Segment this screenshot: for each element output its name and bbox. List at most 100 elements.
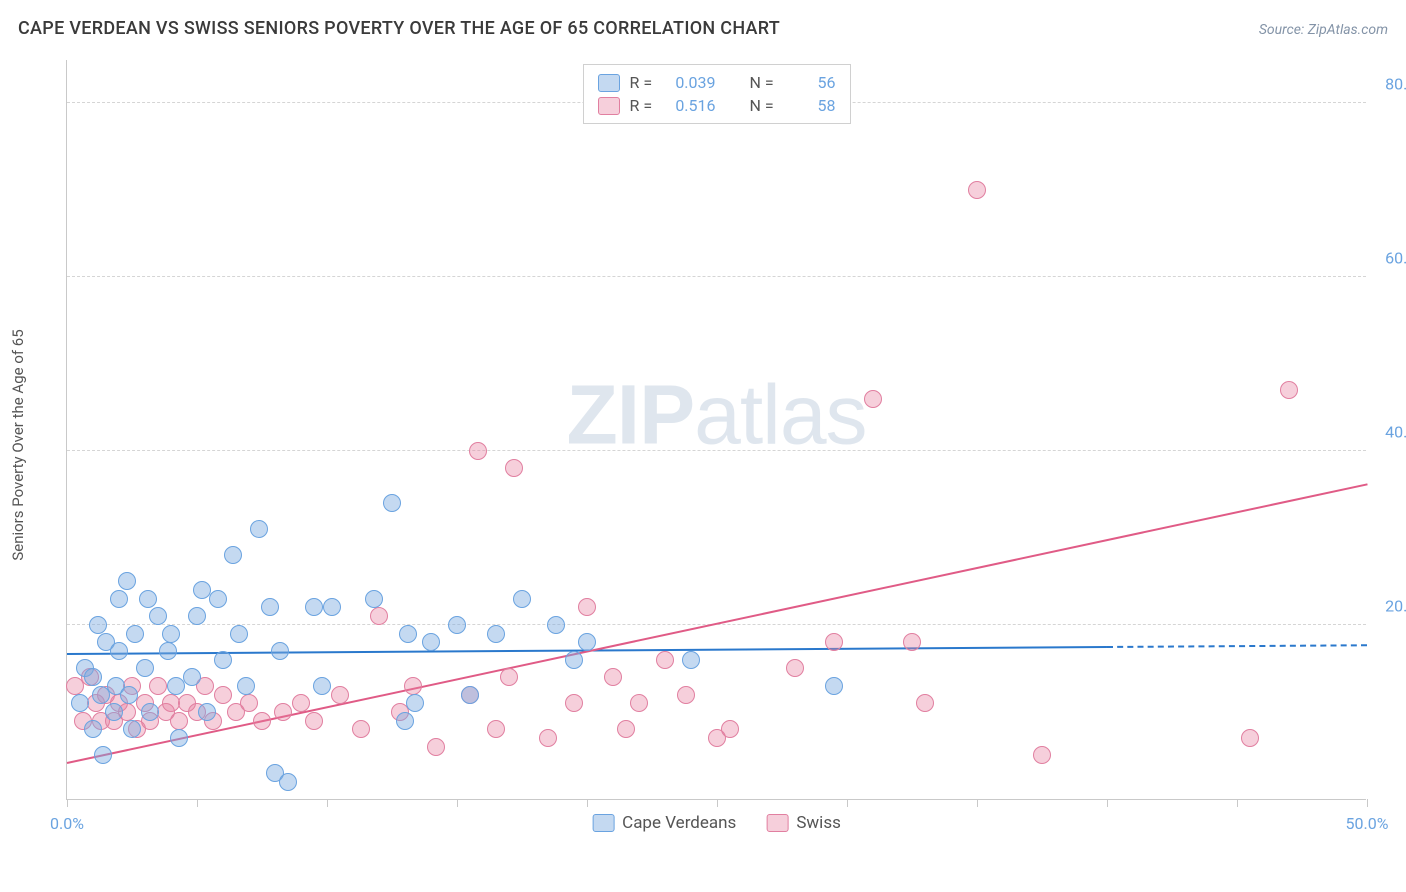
point-cape-verdean [547,616,565,634]
point-cape-verdean [159,642,177,660]
x-tick [1237,799,1238,807]
legend-r-value: 0.039 [666,73,716,92]
point-cape-verdean [399,625,417,643]
point-cape-verdean [682,651,700,669]
point-swiss [656,651,674,669]
point-swiss [903,633,921,651]
point-swiss [427,738,445,756]
legend-n-value: 56 [786,73,836,92]
legend-r-label: R = [630,96,656,115]
y-tick-label: 60.0% [1385,248,1406,267]
point-swiss [240,694,258,712]
point-cape-verdean [448,616,466,634]
point-cape-verdean [279,773,297,791]
point-cape-verdean [578,633,596,651]
legend-n-value: 58 [786,96,836,115]
point-swiss [469,442,487,460]
point-swiss [505,459,523,477]
point-cape-verdean [84,668,102,686]
y-tick-label: 80.0% [1385,74,1406,93]
watermark-zip: ZIP [566,367,694,461]
point-cape-verdean [183,668,201,686]
point-cape-verdean [198,703,216,721]
x-tick [587,799,588,807]
legend-series-label: Swiss [796,813,841,833]
point-cape-verdean [162,625,180,643]
point-cape-verdean [224,546,242,564]
point-swiss [721,720,739,738]
point-cape-verdean [110,642,128,660]
point-cape-verdean [170,729,188,747]
point-cape-verdean [513,590,531,608]
point-cape-verdean [323,598,341,616]
y-axis-label: Seniors Poverty Over the Age of 65 [9,329,27,560]
point-cape-verdean [214,651,232,669]
watermark: ZIPatlas [566,366,866,463]
plot-region: ZIPatlas R =0.039N =56R =0.516N =58 Cape… [66,60,1366,800]
legend-swatch [598,74,620,92]
point-cape-verdean [406,694,424,712]
x-tick [1367,799,1368,807]
watermark-atlas: atlas [694,367,866,461]
point-swiss [786,659,804,677]
point-cape-verdean [89,616,107,634]
point-swiss [487,720,505,738]
legend-r-value: 0.516 [666,96,716,115]
chart-area: Seniors Poverty Over the Age of 65 ZIPat… [48,60,1388,830]
x-tick [1107,799,1108,807]
point-swiss [1280,381,1298,399]
legend-n-label: N = [750,96,776,115]
x-tick [327,799,328,807]
y-tick-label: 40.0% [1385,422,1406,441]
legend-swatch [766,814,788,832]
point-swiss [500,668,518,686]
point-swiss [565,694,583,712]
point-cape-verdean [250,520,268,538]
legend-swatch [598,97,620,115]
point-swiss [604,668,622,686]
x-tick [197,799,198,807]
point-cape-verdean [422,633,440,651]
point-swiss [149,677,167,695]
point-cape-verdean [149,607,167,625]
x-tick-label: 0.0% [50,814,84,833]
point-swiss [539,729,557,747]
gridline [67,450,1366,451]
point-cape-verdean [71,694,89,712]
x-tick [457,799,458,807]
point-cape-verdean [825,677,843,695]
point-cape-verdean [141,703,159,721]
point-cape-verdean [120,686,138,704]
point-swiss [617,720,635,738]
point-swiss [1241,729,1259,747]
header: CAPE VERDEAN VS SWISS SENIORS POVERTY OV… [18,18,1388,39]
x-tick [977,799,978,807]
point-cape-verdean [188,607,206,625]
point-cape-verdean [271,642,289,660]
point-swiss [292,694,310,712]
point-swiss [677,686,695,704]
legend-stats-row: R = 0.516 N = 58 [598,94,836,117]
point-cape-verdean [383,494,401,512]
point-swiss [352,720,370,738]
point-cape-verdean [313,677,331,695]
point-cape-verdean [230,625,248,643]
legend-stats: R = 0.039 N = 56 R = 0.516 N = 58 [583,64,851,124]
point-cape-verdean [139,590,157,608]
legend-series-label: Cape Verdeans [622,813,736,833]
point-cape-verdean [365,590,383,608]
point-cape-verdean [84,720,102,738]
legend-series: Cape Verdeans Swiss [592,813,841,833]
point-swiss [825,633,843,651]
point-cape-verdean [126,625,144,643]
point-cape-verdean [261,598,279,616]
point-cape-verdean [118,572,136,590]
point-swiss [305,712,323,730]
point-cape-verdean [461,686,479,704]
point-swiss [864,390,882,408]
point-cape-verdean [305,598,323,616]
point-swiss [1033,746,1051,764]
point-swiss [578,598,596,616]
x-tick [67,799,68,807]
gridline [67,276,1366,277]
